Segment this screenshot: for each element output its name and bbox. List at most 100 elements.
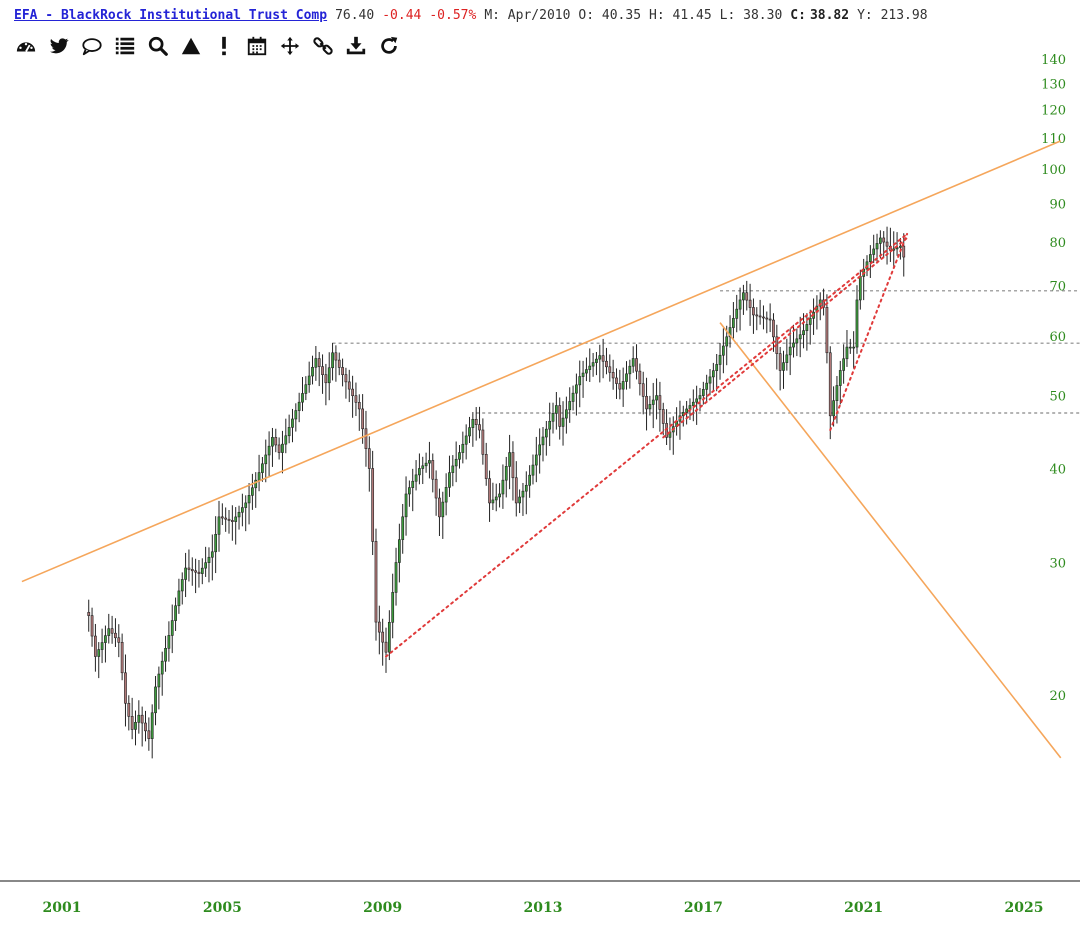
candle-body	[207, 556, 211, 563]
candle-body	[758, 315, 762, 318]
refresh-icon[interactable]	[375, 33, 402, 59]
candle-body	[745, 292, 749, 301]
candle-body	[885, 241, 889, 247]
twitter-icon[interactable]	[45, 33, 72, 59]
candle-body	[605, 360, 608, 368]
candle-body	[351, 388, 354, 397]
candle-body	[438, 497, 441, 518]
candle-body	[371, 468, 375, 542]
calendar-icon[interactable]	[243, 33, 270, 59]
candle-body	[194, 570, 197, 573]
candle-body	[154, 686, 157, 714]
candle-body	[94, 635, 97, 657]
candle-body	[160, 660, 164, 675]
candle-body	[281, 443, 284, 453]
candle-body	[324, 374, 328, 384]
candle-body	[782, 362, 785, 371]
candle-body	[311, 366, 314, 377]
candle-body	[167, 635, 171, 649]
candle-body	[174, 605, 177, 621]
candle-body	[655, 395, 658, 401]
candle-body	[504, 466, 508, 481]
candle-body	[561, 417, 565, 427]
candle-body	[641, 383, 645, 397]
candle-body	[357, 402, 361, 410]
candle-body	[798, 334, 802, 340]
x-tick-label: 2009	[363, 900, 402, 916]
candle-body	[100, 642, 104, 650]
candle-body	[428, 460, 431, 464]
candle-body	[227, 518, 231, 521]
candle-body	[387, 621, 391, 653]
candle-body	[347, 381, 351, 390]
y-tick-label: 50	[1049, 390, 1066, 405]
candle-body	[418, 468, 421, 476]
candle-body	[722, 345, 725, 356]
move-icon[interactable]	[276, 33, 303, 59]
candle-body	[367, 448, 371, 469]
candle-body	[267, 445, 271, 456]
candle-body	[451, 465, 455, 473]
candle-body	[217, 516, 221, 535]
candle-body	[514, 477, 518, 504]
candle-body	[391, 592, 395, 623]
candle-body	[541, 436, 545, 446]
candle-body	[531, 464, 535, 476]
search-icon[interactable]	[144, 33, 171, 59]
x-tick-label: 2025	[1005, 900, 1044, 916]
candle-body	[528, 474, 532, 486]
candle-body	[140, 714, 144, 724]
candle-body	[287, 427, 291, 437]
y-tick-label: 130	[1041, 77, 1066, 92]
candle-body	[337, 359, 341, 368]
candle-body	[331, 352, 334, 369]
candle-body	[611, 372, 615, 379]
candle-body	[491, 499, 495, 504]
candle-body	[701, 389, 705, 396]
candle-body	[130, 716, 134, 730]
candle-body	[180, 579, 184, 592]
candle-body	[291, 418, 294, 428]
candle-body	[190, 569, 194, 572]
candle-body	[264, 454, 268, 465]
candle-body	[484, 454, 488, 479]
link-icon[interactable]	[309, 33, 336, 59]
candle-body	[170, 620, 174, 636]
candle-body	[307, 375, 311, 386]
y-readout: Y: 213.98	[857, 7, 928, 23]
candle-body	[114, 632, 117, 639]
download-icon[interactable]	[342, 33, 369, 59]
y-tick-label: 110	[1041, 132, 1066, 147]
candle-body	[381, 631, 385, 643]
candle-body	[147, 730, 151, 739]
candle-body	[595, 358, 598, 363]
candle-body	[494, 496, 498, 501]
low-readout: L: 38.30	[719, 7, 783, 23]
candle-body	[488, 478, 491, 504]
list-icon[interactable]	[111, 33, 138, 59]
candle-body	[374, 541, 378, 623]
candle-body	[204, 562, 208, 569]
candle-body	[127, 702, 131, 717]
candle-body	[458, 452, 461, 460]
candle-body	[825, 307, 829, 354]
symbol-link[interactable]: EFA - BlackRock Institutional Trust Comp	[14, 7, 328, 23]
candle-body	[755, 314, 759, 317]
alert-icon[interactable]	[210, 33, 237, 59]
candle-body	[544, 428, 548, 438]
dashboard-icon[interactable]	[12, 33, 39, 59]
candle-body	[738, 299, 742, 310]
comment-icon[interactable]	[78, 33, 105, 59]
candle-body	[317, 358, 321, 367]
candle-body	[157, 673, 161, 688]
candle-body	[835, 385, 839, 401]
candle-body	[628, 365, 632, 375]
candle-body	[261, 463, 264, 473]
candle-body	[254, 479, 258, 489]
candle-body	[742, 292, 745, 301]
candle-body	[524, 484, 528, 492]
candle-body	[397, 539, 401, 563]
triangle-icon[interactable]	[177, 33, 204, 59]
candle-body	[297, 401, 301, 411]
